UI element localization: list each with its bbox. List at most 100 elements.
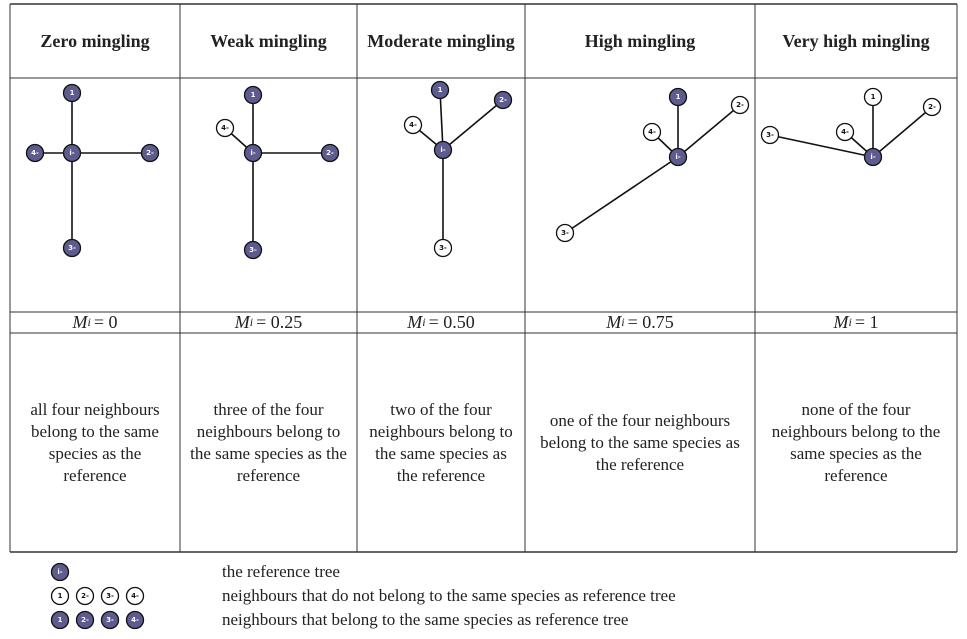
node-circle — [835, 122, 855, 142]
node-label: 1 — [58, 616, 63, 624]
node: 2- — [75, 586, 95, 606]
node-label: 3- — [561, 229, 569, 237]
node: 2- — [320, 143, 340, 163]
node-circle — [62, 83, 82, 103]
legend-text: neighbours that belong to the same speci… — [222, 610, 629, 629]
column-title: Zero mingling — [40, 30, 150, 51]
node-circle — [320, 143, 340, 163]
node: 1 — [50, 610, 70, 630]
node-label: 3- — [106, 616, 114, 624]
node-label: 4- — [31, 149, 39, 157]
node: 3- — [243, 240, 263, 260]
node-circle — [215, 118, 235, 138]
node: 4- — [125, 610, 145, 630]
node-circle — [730, 95, 750, 115]
node-circle — [100, 610, 120, 630]
node-circle — [433, 140, 453, 160]
node: 1 — [863, 87, 883, 107]
node: i- — [50, 562, 70, 582]
node: 4- — [25, 143, 45, 163]
node-circle — [668, 147, 688, 167]
node-label: i- — [250, 149, 255, 157]
node: 3- — [760, 125, 780, 145]
column-title: Very high mingling — [782, 30, 930, 51]
node-label: 1 — [251, 91, 256, 99]
node-circle — [125, 610, 145, 630]
node-label: 2- — [499, 96, 507, 104]
node-circle — [403, 115, 423, 135]
legend-text: the reference tree — [222, 562, 340, 581]
symbol: M — [234, 312, 250, 332]
node-label: 3- — [249, 246, 257, 254]
node-circle — [243, 240, 263, 260]
node-circle — [555, 223, 575, 243]
node-label: 1 — [438, 86, 443, 94]
node: 2- — [922, 97, 942, 117]
node-label: 4- — [131, 592, 139, 600]
node-label: 1 — [70, 89, 75, 97]
node-label: i- — [675, 153, 680, 161]
edge — [677, 104, 741, 158]
description: two of the four neighbours belong to the… — [369, 399, 513, 485]
node-circle — [62, 238, 82, 258]
subscript: i — [87, 315, 91, 329]
symbol: M — [72, 312, 88, 332]
node-circle — [140, 143, 160, 163]
description: all four neighbours belong to the same s… — [30, 399, 160, 485]
node-circle — [50, 562, 70, 582]
column-title: Moderate mingling — [367, 30, 515, 51]
node-label: 3- — [106, 592, 114, 600]
value: = 0.25 — [256, 312, 303, 332]
node: i- — [62, 143, 82, 163]
node-label: 3- — [766, 131, 774, 139]
node-circle — [62, 143, 82, 163]
node-label: 3- — [68, 244, 76, 252]
column-title: Weak mingling — [210, 30, 327, 51]
node: 1 — [50, 586, 70, 606]
edge — [439, 89, 444, 151]
node-label: i- — [69, 149, 74, 157]
node-label: 2- — [81, 616, 89, 624]
node: 4- — [125, 586, 145, 606]
node-circle — [50, 610, 70, 630]
node: 2- — [493, 90, 513, 110]
node-label: 2- — [146, 149, 154, 157]
node-label: 1 — [58, 592, 63, 600]
node-circle — [100, 586, 120, 606]
node: 3- — [100, 586, 120, 606]
node-circle — [668, 87, 688, 107]
node-label: 2- — [326, 149, 334, 157]
node: 2- — [140, 143, 160, 163]
node-label: 4- — [841, 128, 849, 136]
node-label: 1 — [676, 93, 681, 101]
node-circle — [863, 87, 883, 107]
column-title: High mingling — [584, 30, 696, 51]
node-circle — [243, 143, 263, 163]
node-circle — [922, 97, 942, 117]
node: 4- — [215, 118, 235, 138]
node-label: 4- — [648, 128, 656, 136]
node-label: 2- — [81, 592, 89, 600]
symbol: M — [606, 312, 622, 332]
subscript: i — [621, 315, 625, 329]
value: = 0 — [93, 312, 118, 332]
node: i- — [243, 143, 263, 163]
node: 2- — [730, 95, 750, 115]
node-label: i- — [57, 568, 62, 576]
node-label: 2- — [736, 101, 744, 109]
description: one of the four neighbours belong to the… — [540, 410, 740, 474]
node-label: 3- — [439, 244, 447, 252]
node: i- — [863, 147, 883, 167]
node-label: 4- — [221, 124, 229, 132]
node: 4- — [835, 122, 855, 142]
subscript: i — [249, 315, 254, 329]
node-circle — [75, 610, 95, 630]
node: 1 — [430, 80, 450, 100]
symbol: M — [833, 312, 849, 332]
node: i- — [668, 147, 688, 167]
